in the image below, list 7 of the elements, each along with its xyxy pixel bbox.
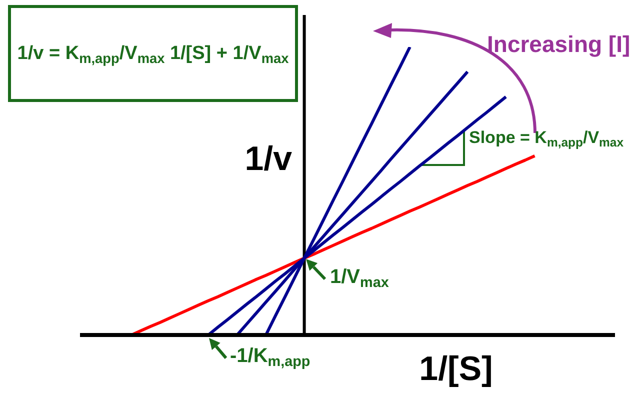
text: -1/K$_{m,app}$ [230, 345, 310, 370]
y-axis-title: 1/v [244, 140, 292, 178]
x-axis-title: 1/[S] [419, 350, 493, 388]
annotation: Slope = K$_{m,app}$/V$_{max}$ [469, 128, 624, 150]
annotation: Increasing [I] [487, 31, 630, 57]
annotation: 1/V$_{max}$ [330, 266, 389, 292]
annotation: 1/v = K$_{m,app}$/V$_{max}$ 1/[S] + 1/V$_{max}$ [17, 43, 289, 66]
